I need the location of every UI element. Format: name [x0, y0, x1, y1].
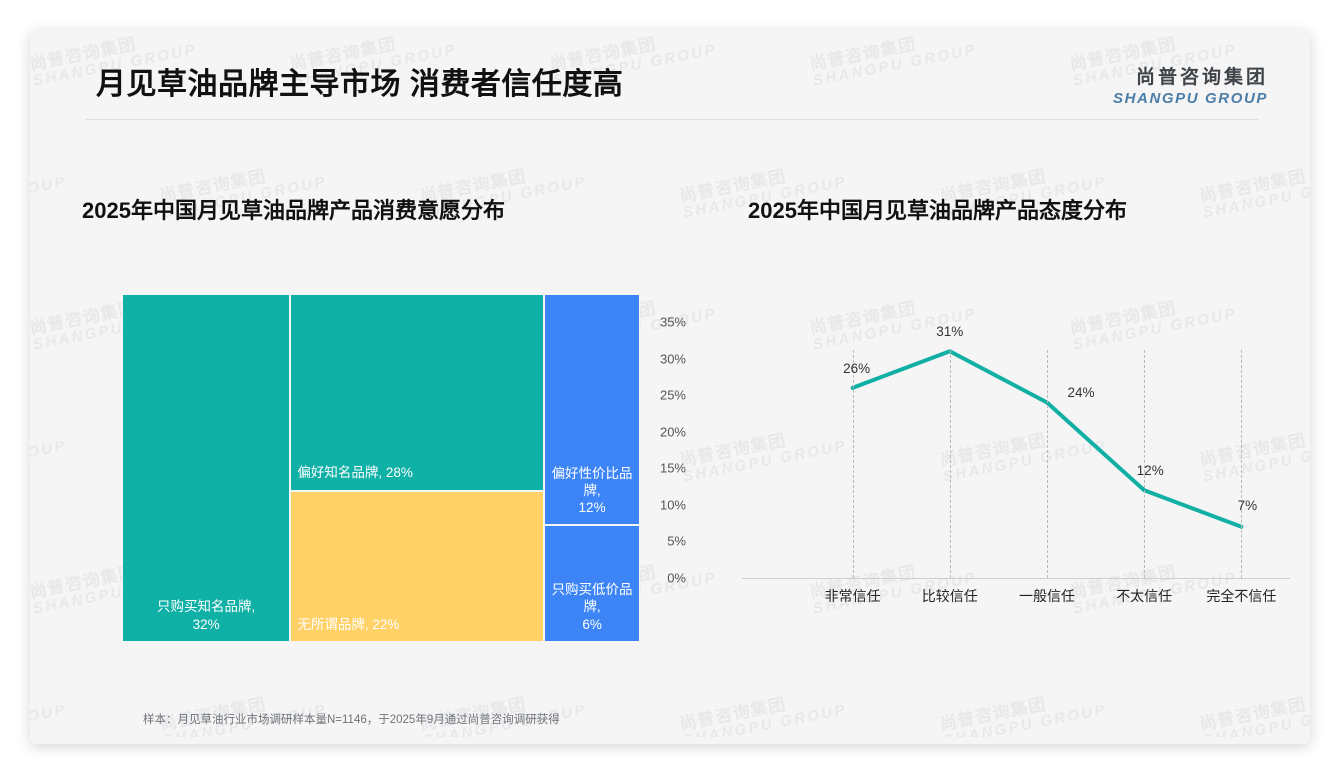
attitude-line-chart: 26% 31% 24% 12% 7% 非常信任 比较信任 一般信任 不太信任 完全不信任 35% 3… [660, 294, 1290, 614]
treemap-cell-label: 偏好性价比品牌, 12% [551, 465, 633, 516]
y-axis-tick-label: 5% [667, 533, 686, 549]
treemap-cell-label: 只购买低价品牌, 6% [551, 582, 633, 632]
y-axis-tick-label: 10% [659, 497, 686, 513]
page-title: 月见草油品牌主导市场 消费者信任度高 [96, 68, 624, 101]
x-axis-tick-label: 比较信任 [921, 588, 978, 604]
treemap-cell[interactable]: 只购买低价品牌, 6% [544, 525, 640, 642]
y-axis-tick-label: 0% [667, 570, 686, 586]
treemap-cell-label: 只购买知名品牌, 32% [157, 599, 256, 632]
vertical-gridline [949, 350, 951, 578]
y-axis-tick-label: 25% [659, 387, 686, 403]
treemap-cell[interactable]: 偏好性价比品牌, 12% [544, 294, 640, 526]
sample-note: 样本：月见草油行业市场调研样本量N=1146，于2025年9月通过尚普咨询调研获… [143, 714, 560, 726]
consumption-willingness-treemap: 只购买知名品牌, 32% 偏好知名品牌, 28% 无所谓品牌, 22% 偏好性价比品牌,… [122, 294, 640, 642]
slide-card: 尚普咨询集团 SHANGPU GROUP 尚普咨询集团 SHANGPU GROUP 尚普… [30, 30, 1310, 744]
vertical-gridline [1241, 350, 1243, 578]
vertical-gridline [1144, 350, 1146, 578]
x-axis-tick-label: 完全不信任 [1206, 588, 1277, 604]
x-axis-tick-label: 一般信任 [1019, 588, 1075, 604]
logo-english-text: SHANGPU GROUP [1113, 90, 1268, 107]
company-logo: 尚普咨询集团 SHANGPU GROUP [1113, 62, 1268, 107]
slide-header: 月见草油品牌主导市场 消费者信任度高 尚普咨询集团 SHANGPU GROUP [30, 30, 1310, 120]
data-point-label: 24% [1067, 385, 1095, 401]
y-axis-tick-label: 15% [659, 460, 686, 476]
x-axis-line [742, 578, 1290, 579]
x-axis-tick-label: 不太信任 [1116, 588, 1173, 604]
data-point-label: 12% [1136, 463, 1164, 479]
left-chart-title: 2025年中国月见草油品牌产品消费意愿分布 [82, 198, 505, 223]
title-divider [86, 119, 1258, 120]
treemap-cell[interactable]: 只购买知名品牌, 32% [122, 294, 291, 642]
treemap-cell-label: 偏好知名品牌, 28% [297, 465, 413, 481]
line-chart-svg [850, 349, 1244, 529]
treemap-cell[interactable]: 无所谓品牌, 22% [290, 490, 545, 642]
line-chart-plot-area: 26% 31% 24% 12% 7% 非常信任 比较信任 一般信任 不太信任 完全不信任 [752, 294, 1290, 604]
slide-footer: ©2025.11 SHANGPU GROUP www.shangpu-china… [30, 737, 1310, 744]
vertical-gridline [852, 350, 854, 578]
data-point-label: 31% [936, 324, 964, 340]
logo-chinese-text: 尚普咨询集团 [1135, 67, 1268, 88]
right-chart-title: 2025年中国月见草油品牌产品态度分布 [748, 198, 1127, 223]
data-point-label: 26% [843, 360, 871, 376]
x-axis-tick-label: 非常信任 [824, 588, 881, 604]
data-point-label: 7% [1237, 497, 1258, 513]
treemap-cell-label: 无所谓品牌, 22% [297, 616, 400, 632]
treemap-cell[interactable]: 偏好知名品牌, 28% [290, 294, 545, 491]
vertical-gridline [1047, 350, 1048, 578]
y-axis-tick-label: 30% [659, 351, 686, 367]
y-axis-tick-label: 20% [659, 424, 686, 440]
y-axis-tick-label: 35% [659, 314, 686, 330]
